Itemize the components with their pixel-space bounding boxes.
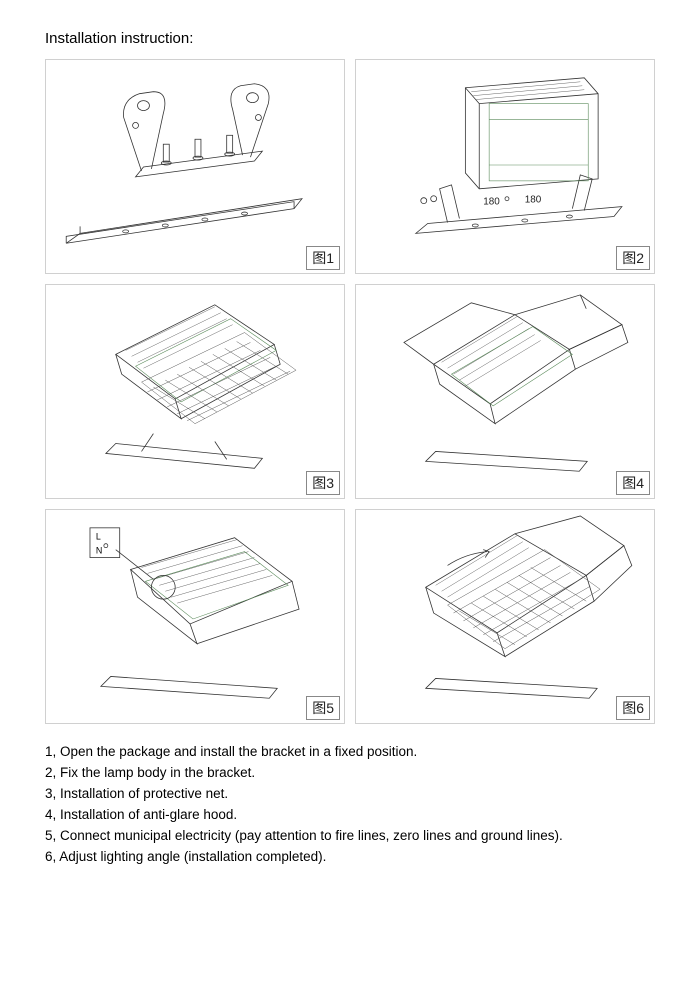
panel-4: 图4 [355,284,655,499]
panel-label-4: 图4 [616,471,650,495]
angle-right: 180 [525,195,542,206]
step-3: 3, Installation of protective net. [45,784,655,805]
wiring-n: N [96,546,102,556]
step-5: 5, Connect municipal electricity (pay at… [45,826,655,847]
panel-2: 180 180 图2 [355,59,655,274]
step-4: 4, Installation of anti-glare hood. [45,805,655,826]
panel-label-6: 图6 [616,696,650,720]
page-title: Installation instruction: [45,30,655,47]
angle-left: 180 [483,197,500,208]
instruction-steps: 1, Open the package and install the brac… [45,742,655,868]
panel-label-2: 图2 [616,246,650,270]
panel-3: 图3 [45,284,345,499]
panel-1: 图1 [45,59,345,274]
step-2: 2, Fix the lamp body in the bracket. [45,763,655,784]
panel-6: 图6 [355,509,655,724]
panel-5: L N 图5 [45,509,345,724]
step-6: 6, Adjust lighting angle (installation c… [45,847,655,868]
panel-label-3: 图3 [306,471,340,495]
panel-label-5: 图5 [306,696,340,720]
panel-label-1: 图1 [306,246,340,270]
wiring-l: L [96,532,101,542]
step-1: 1, Open the package and install the brac… [45,742,655,763]
diagram-grid: 图1 180 180 [45,59,655,724]
